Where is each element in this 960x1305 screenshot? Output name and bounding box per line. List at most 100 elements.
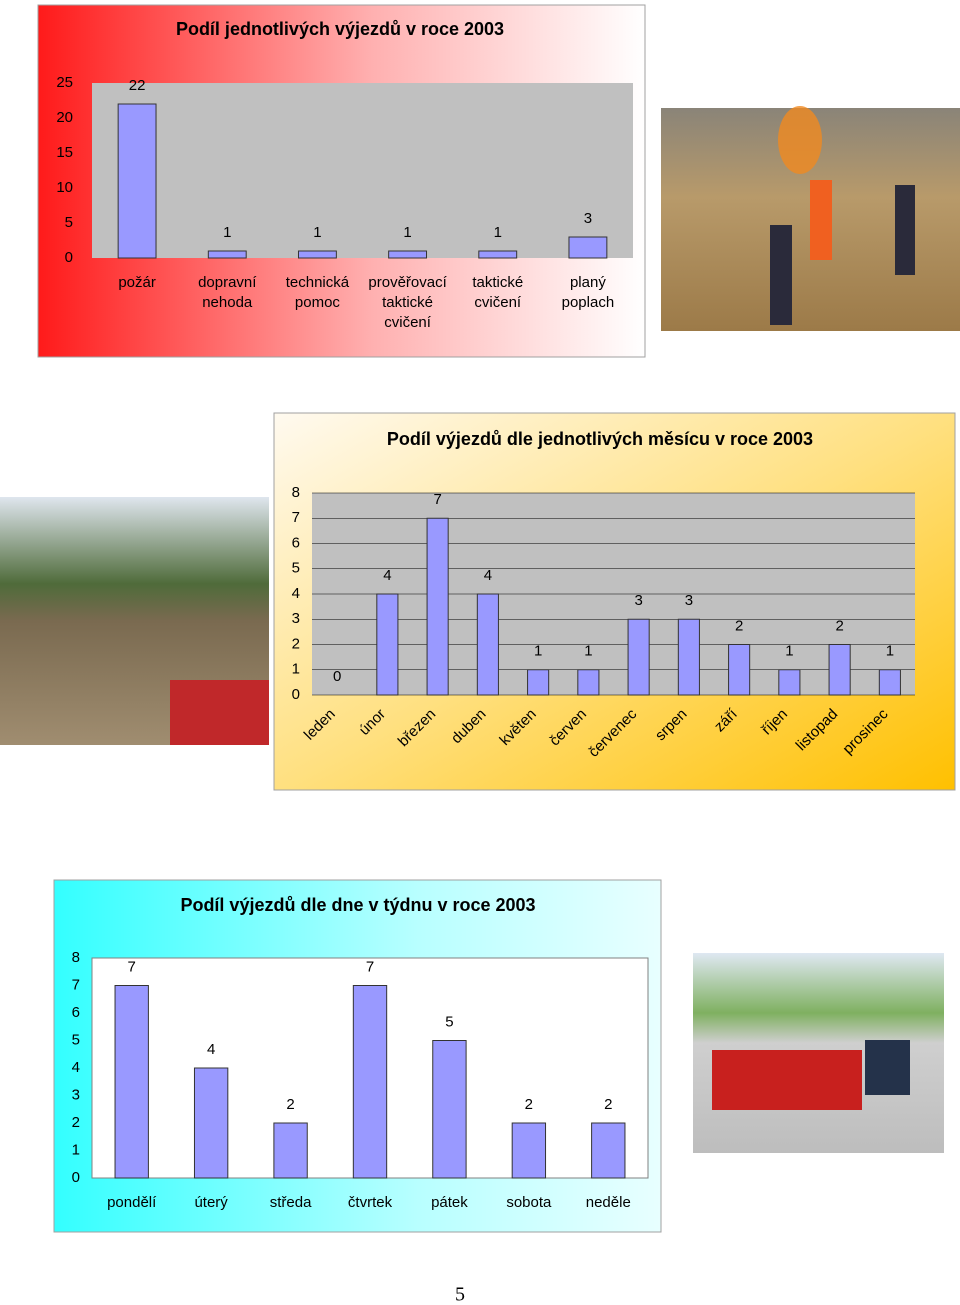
value-label: 4 bbox=[383, 567, 391, 584]
chart-title: Podíl výjezdů dle jednotlivých měsícu v … bbox=[387, 429, 813, 449]
bar bbox=[627, 618, 650, 696]
x-tick-label: úterý bbox=[194, 1194, 228, 1211]
x-tick-label: dopravní nehoda bbox=[198, 274, 257, 311]
plot-area bbox=[92, 83, 633, 258]
value-label: 0 bbox=[333, 668, 341, 685]
x-tick-label: pátek bbox=[431, 1194, 468, 1211]
x-tick-label: sobota bbox=[506, 1194, 552, 1211]
y-tick-label: 5 bbox=[65, 214, 73, 231]
bar bbox=[426, 517, 449, 696]
value-label: 1 bbox=[886, 643, 894, 660]
y-tick-label: 0 bbox=[292, 686, 300, 703]
y-tick-label: 2 bbox=[72, 1114, 80, 1131]
value-label: 3 bbox=[634, 592, 642, 609]
value-label: 2 bbox=[604, 1096, 612, 1113]
value-label: 1 bbox=[584, 643, 592, 660]
bar bbox=[478, 250, 518, 259]
bar bbox=[527, 669, 550, 696]
value-label: 1 bbox=[313, 224, 321, 241]
bar bbox=[207, 250, 247, 259]
photo-field bbox=[0, 497, 269, 745]
y-tick-label: 3 bbox=[292, 610, 300, 627]
value-label: 1 bbox=[785, 643, 793, 660]
value-label: 22 bbox=[129, 77, 146, 94]
page-number: 5 bbox=[455, 1284, 465, 1305]
value-label: 4 bbox=[484, 567, 492, 584]
y-tick-label: 0 bbox=[72, 1169, 80, 1186]
x-tick-label: planý poplach bbox=[561, 274, 615, 311]
bar bbox=[388, 250, 428, 259]
bar bbox=[432, 1040, 467, 1179]
value-label: 3 bbox=[685, 592, 693, 609]
value-label: 1 bbox=[534, 643, 542, 660]
bar bbox=[511, 1122, 547, 1179]
bar bbox=[117, 103, 157, 259]
x-tick-label-box: prověřovací taktické cvičení bbox=[368, 274, 447, 331]
value-label: 7 bbox=[128, 958, 136, 975]
y-tick-label: 7 bbox=[72, 976, 80, 993]
y-tick-label: 5 bbox=[292, 560, 300, 577]
bar bbox=[778, 669, 801, 696]
bar bbox=[114, 985, 149, 1179]
chart: Podíl výjezdů dle jednotlivých měsícu v … bbox=[273, 412, 956, 791]
y-tick-label: 4 bbox=[292, 585, 300, 602]
y-tick-label: 10 bbox=[56, 179, 73, 196]
value-label: 1 bbox=[494, 224, 502, 241]
x-tick-label: středa bbox=[270, 1194, 312, 1211]
chart: Podíl výjezdů dle dne v týdnu v roce 200… bbox=[53, 879, 662, 1233]
photo-fire-trucks bbox=[693, 953, 944, 1153]
x-tick-label: čtvrtek bbox=[348, 1194, 393, 1211]
value-label: 1 bbox=[403, 224, 411, 241]
x-tick-label: pondělí bbox=[107, 1194, 157, 1211]
bar bbox=[591, 1122, 626, 1179]
bar bbox=[376, 593, 399, 696]
y-tick-label: 15 bbox=[56, 144, 73, 161]
x-tick-label-box: technická pomoc bbox=[285, 274, 350, 311]
bar bbox=[193, 1067, 229, 1179]
y-tick-label: 8 bbox=[292, 484, 300, 501]
photo-firefighters bbox=[661, 106, 960, 331]
value-label: 7 bbox=[433, 491, 441, 508]
x-tick-label: neděle bbox=[586, 1194, 631, 1211]
bar bbox=[878, 669, 901, 696]
y-tick-label: 3 bbox=[72, 1086, 80, 1103]
bar bbox=[476, 593, 499, 696]
y-tick-label: 2 bbox=[292, 635, 300, 652]
x-tick-label-box: požár bbox=[118, 274, 156, 291]
value-label: 1 bbox=[223, 224, 231, 241]
x-tick-label: prověřovací taktické cvičení bbox=[368, 274, 447, 331]
bar bbox=[273, 1122, 308, 1179]
x-tick-label-box: dopravní nehoda bbox=[198, 274, 257, 311]
x-tick-label-box: taktické cvičení bbox=[472, 274, 524, 311]
chart: Podíl jednotlivých výjezdů v roce 2003 0 5… bbox=[37, 4, 646, 358]
bar bbox=[297, 250, 337, 259]
x-tick-label: technická pomoc bbox=[285, 274, 350, 311]
y-tick-label: 4 bbox=[72, 1059, 80, 1076]
bar bbox=[568, 236, 608, 259]
bar bbox=[352, 985, 388, 1179]
y-tick-label: 0 bbox=[65, 249, 73, 266]
chart-title: Podíl výjezdů dle dne v týdnu v roce 200… bbox=[180, 895, 535, 915]
y-tick-label: 20 bbox=[56, 109, 73, 126]
chart-title: Podíl jednotlivých výjezdů v roce 2003 bbox=[176, 19, 504, 39]
value-label: 2 bbox=[286, 1096, 294, 1113]
y-tick-label: 8 bbox=[72, 949, 80, 966]
bar bbox=[828, 644, 851, 696]
bar bbox=[577, 669, 600, 696]
y-tick-label: 1 bbox=[72, 1141, 80, 1158]
bar bbox=[728, 644, 751, 696]
y-tick-label: 6 bbox=[72, 1004, 80, 1021]
y-tick-label: 1 bbox=[292, 661, 300, 678]
y-tick-label: 5 bbox=[72, 1031, 80, 1048]
x-tick-label: taktické cvičení bbox=[472, 274, 524, 311]
x-tick-label-box: planý poplach bbox=[561, 274, 615, 311]
value-label: 5 bbox=[445, 1013, 453, 1030]
value-label: 2 bbox=[835, 617, 843, 634]
y-tick-label: 7 bbox=[292, 509, 300, 526]
value-label: 7 bbox=[366, 958, 374, 975]
y-tick-label: 25 bbox=[56, 74, 73, 91]
bar bbox=[677, 618, 700, 696]
